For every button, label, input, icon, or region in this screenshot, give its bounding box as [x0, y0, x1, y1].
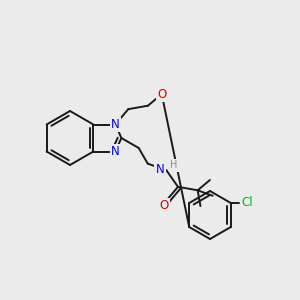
Text: N: N	[111, 145, 120, 158]
Text: Cl: Cl	[241, 196, 253, 209]
Text: O: O	[160, 199, 169, 212]
Text: O: O	[157, 88, 166, 100]
Text: H: H	[170, 160, 178, 170]
Text: N: N	[156, 163, 164, 176]
Text: N: N	[111, 118, 120, 131]
